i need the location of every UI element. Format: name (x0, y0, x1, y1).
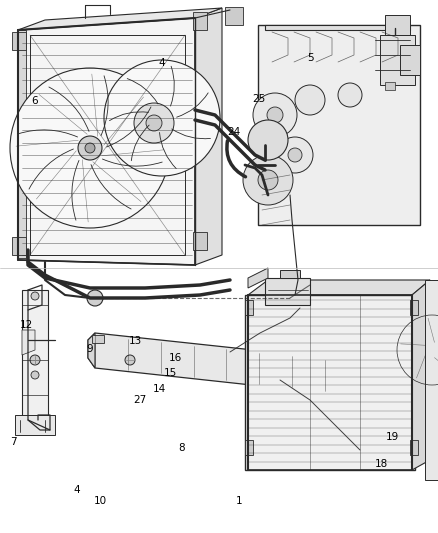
Text: 27: 27 (134, 395, 147, 405)
Bar (92, 335, 104, 343)
Circle shape (295, 85, 325, 115)
Text: 10: 10 (94, 496, 107, 506)
Circle shape (152, 108, 172, 128)
Polygon shape (22, 330, 35, 355)
Text: 6: 6 (32, 96, 39, 106)
Text: 14: 14 (153, 384, 166, 394)
Text: 9: 9 (86, 344, 93, 354)
Polygon shape (425, 280, 438, 480)
Polygon shape (88, 333, 335, 393)
Circle shape (104, 60, 220, 176)
Circle shape (158, 114, 166, 122)
Text: 18: 18 (374, 459, 388, 469)
Circle shape (253, 93, 297, 137)
Bar (12, 237, 26, 255)
Circle shape (243, 155, 293, 205)
Bar (410, 300, 418, 315)
Circle shape (31, 371, 39, 379)
Text: 13: 13 (129, 336, 142, 346)
Circle shape (277, 137, 313, 173)
Polygon shape (18, 18, 195, 265)
Circle shape (78, 136, 102, 160)
Bar (12, 32, 26, 50)
Circle shape (31, 292, 39, 300)
Circle shape (85, 143, 95, 153)
Polygon shape (258, 25, 420, 225)
Polygon shape (248, 280, 430, 295)
Bar (410, 440, 418, 455)
Bar (245, 300, 253, 315)
Text: 5: 5 (307, 53, 314, 62)
Text: 8: 8 (178, 443, 185, 453)
Polygon shape (88, 333, 95, 368)
Bar (385, 82, 395, 90)
Polygon shape (248, 268, 268, 288)
Polygon shape (15, 415, 55, 435)
Bar (280, 270, 300, 278)
Circle shape (258, 170, 278, 190)
Circle shape (146, 115, 162, 131)
Circle shape (338, 83, 362, 107)
Circle shape (10, 68, 170, 228)
Bar (400, 45, 420, 75)
Polygon shape (265, 278, 310, 305)
Text: 12: 12 (20, 320, 33, 330)
Polygon shape (195, 8, 222, 265)
Text: 25: 25 (252, 94, 265, 103)
Bar (385, 15, 410, 35)
Bar (225, 7, 243, 25)
Circle shape (288, 148, 302, 162)
Text: 4: 4 (159, 58, 166, 68)
Text: 7: 7 (10, 438, 17, 447)
Text: 24: 24 (228, 127, 241, 137)
Circle shape (30, 355, 40, 365)
Circle shape (134, 103, 174, 143)
Bar (380, 35, 415, 85)
Polygon shape (245, 295, 415, 470)
Polygon shape (22, 290, 48, 420)
Circle shape (267, 107, 283, 123)
Text: 4: 4 (73, 486, 80, 495)
Circle shape (125, 355, 135, 365)
Circle shape (248, 120, 288, 160)
Bar (30, 35, 185, 255)
Text: 1: 1 (235, 496, 242, 506)
Bar (245, 440, 253, 455)
Text: 19: 19 (385, 432, 399, 442)
Bar (193, 232, 207, 250)
Text: 16: 16 (169, 353, 182, 363)
Polygon shape (325, 358, 335, 393)
Bar (18, 30, 26, 258)
Polygon shape (265, 25, 410, 30)
Text: 15: 15 (164, 368, 177, 378)
Circle shape (87, 290, 103, 306)
Polygon shape (18, 8, 222, 30)
Polygon shape (412, 280, 430, 470)
Bar (193, 12, 207, 30)
